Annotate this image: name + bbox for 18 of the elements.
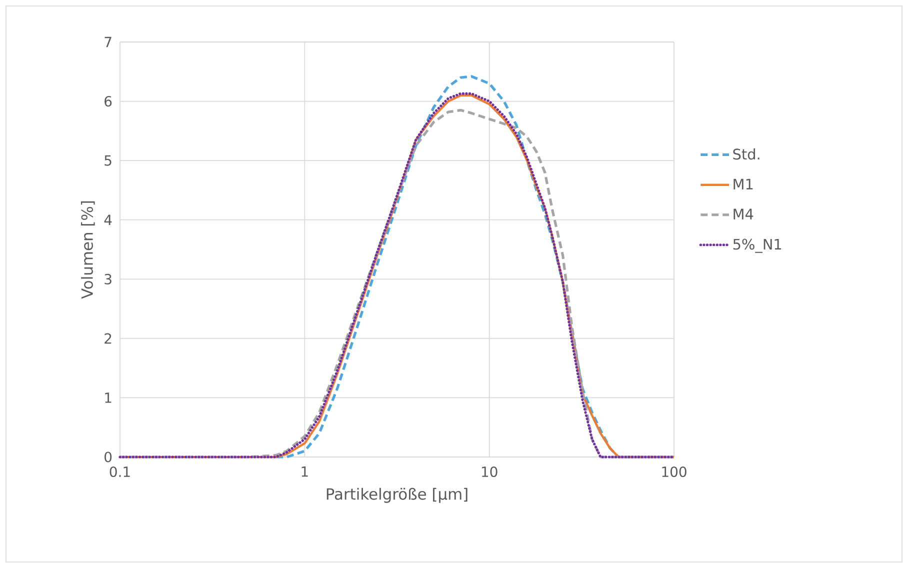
x-axis-title: Partikelgröße [µm] — [326, 488, 468, 503]
legend-label: M1 — [734, 178, 753, 190]
y-tick-label: 7 — [104, 36, 112, 48]
legend-label: 5%_N1 — [733, 238, 782, 253]
y-tick-label: 6 — [104, 96, 112, 107]
x-tick-label: 0.1 — [110, 466, 130, 478]
y-tick-label: 2 — [104, 333, 112, 344]
y-tick-label: 4 — [104, 214, 112, 225]
x-tick-label: 100 — [662, 466, 686, 478]
x-tick-label: 1 — [302, 466, 308, 477]
legend-label: M4 — [734, 208, 754, 220]
x-tick-label: 10 — [482, 466, 498, 478]
legend-label: Std. — [733, 148, 760, 160]
y-tick-label: 1 — [105, 392, 112, 403]
y-tick-label: 3 — [104, 274, 112, 284]
y-axis-title: Volumen [%] — [81, 201, 95, 299]
y-tick-label: 0 — [104, 452, 112, 462]
y-tick-label: 5 — [104, 155, 112, 166]
